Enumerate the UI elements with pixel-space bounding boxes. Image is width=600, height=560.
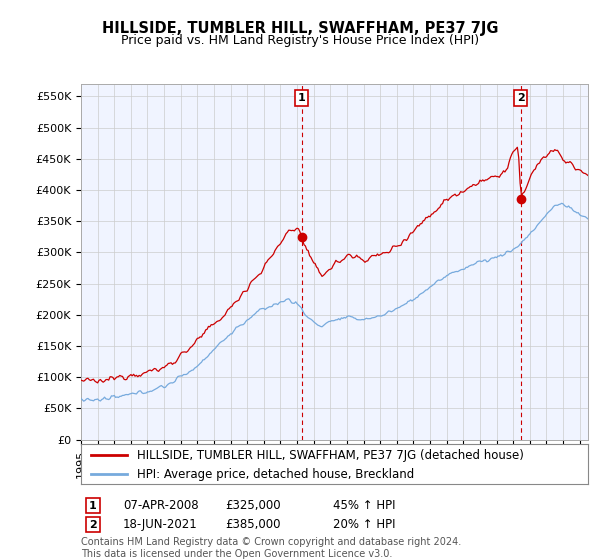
Text: 2: 2 xyxy=(517,93,525,102)
Text: HILLSIDE, TUMBLER HILL, SWAFFHAM, PE37 7JG (detached house): HILLSIDE, TUMBLER HILL, SWAFFHAM, PE37 7… xyxy=(137,449,524,462)
Text: 1: 1 xyxy=(298,93,305,102)
Text: HILLSIDE, TUMBLER HILL, SWAFFHAM, PE37 7JG: HILLSIDE, TUMBLER HILL, SWAFFHAM, PE37 7… xyxy=(102,21,498,36)
Text: £385,000: £385,000 xyxy=(225,518,281,531)
Text: 45% ↑ HPI: 45% ↑ HPI xyxy=(333,499,395,512)
Text: 07-APR-2008: 07-APR-2008 xyxy=(123,499,199,512)
Text: HPI: Average price, detached house, Breckland: HPI: Average price, detached house, Brec… xyxy=(137,468,414,481)
Text: Price paid vs. HM Land Registry's House Price Index (HPI): Price paid vs. HM Land Registry's House … xyxy=(121,34,479,46)
Text: Contains HM Land Registry data © Crown copyright and database right 2024.
This d: Contains HM Land Registry data © Crown c… xyxy=(81,537,461,559)
Text: 20% ↑ HPI: 20% ↑ HPI xyxy=(333,518,395,531)
Text: 1: 1 xyxy=(89,501,97,511)
Text: £325,000: £325,000 xyxy=(225,499,281,512)
Text: 18-JUN-2021: 18-JUN-2021 xyxy=(123,518,198,531)
Text: 2: 2 xyxy=(89,520,97,530)
